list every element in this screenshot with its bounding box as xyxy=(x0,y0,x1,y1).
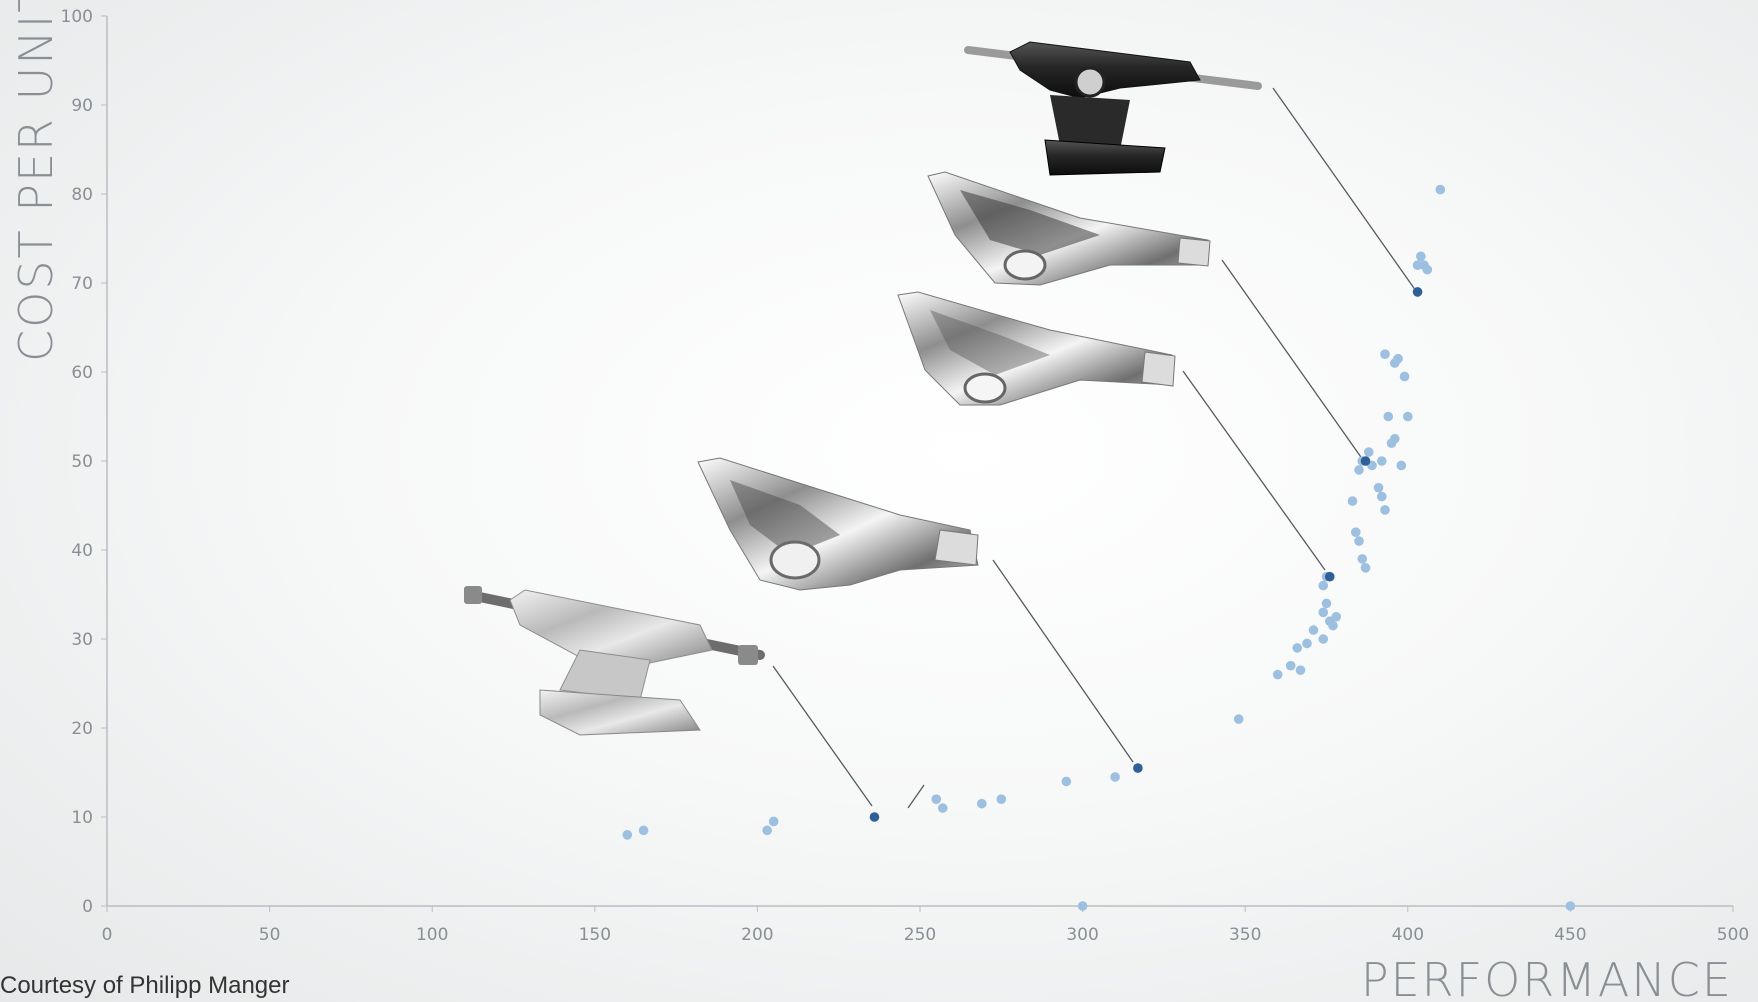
data-point xyxy=(1292,643,1303,653)
data-point xyxy=(1110,772,1120,782)
y-tick-label: 60 xyxy=(71,363,93,383)
x-tick-label: 50 xyxy=(259,925,281,945)
x-tick-label: 500 xyxy=(1717,925,1749,945)
data-point xyxy=(1061,776,1072,787)
x-tick-label: 300 xyxy=(1066,925,1098,945)
y-tick-label: 80 xyxy=(71,185,93,205)
data-point xyxy=(1363,447,1374,457)
x-tick-label: 400 xyxy=(1392,925,1424,945)
highlighted-data-point xyxy=(1133,763,1143,773)
data-point xyxy=(1403,411,1413,422)
product-images xyxy=(464,41,1262,736)
data-point xyxy=(1077,901,1088,911)
y-tick-label: 30 xyxy=(71,630,93,650)
data-point xyxy=(1376,456,1387,466)
x-ticks: 0 50 100 150 200 250 300 350 400 450 500 xyxy=(102,906,1749,945)
data-point xyxy=(1383,411,1394,422)
highlighted-data-point xyxy=(869,812,880,822)
highlighted-data-point xyxy=(1412,287,1423,297)
y-tick-label: 70 xyxy=(71,274,93,294)
data-point xyxy=(768,816,779,827)
data-point xyxy=(1285,660,1296,671)
image-credit: Courtesy of Philipp Manger xyxy=(0,972,290,999)
skateboard-truck-cast-image xyxy=(464,586,765,736)
data-point xyxy=(1347,496,1358,506)
data-point xyxy=(976,798,987,809)
y-tick-label: 100 xyxy=(61,7,93,27)
axes xyxy=(106,16,1733,907)
data-point xyxy=(937,803,948,813)
data-point xyxy=(1295,665,1306,675)
highlighted-data-point xyxy=(1360,456,1371,466)
data-point xyxy=(638,825,649,836)
y-tick-label: 50 xyxy=(71,452,93,472)
highlighted-data-point xyxy=(1324,571,1335,582)
axis-break-mark xyxy=(907,784,925,809)
skateboard-truck-black-image xyxy=(964,41,1262,176)
data-point xyxy=(1393,353,1403,364)
y-tick-label: 40 xyxy=(71,541,93,561)
x-tick-label: 450 xyxy=(1554,925,1586,945)
data-point xyxy=(622,830,633,840)
skateboard-truck-topology-image xyxy=(897,291,1176,406)
x-tick-label: 0 xyxy=(102,925,113,945)
x-tick-label: 200 xyxy=(741,925,773,945)
data-point xyxy=(1233,714,1244,724)
data-point xyxy=(1376,491,1387,502)
y-axis-title: COST PER UNIT xyxy=(9,0,63,362)
y-ticks: 0 10 20 30 40 50 60 70 80 90 100 xyxy=(61,7,107,917)
data-points xyxy=(622,184,1576,911)
data-point xyxy=(1565,901,1576,911)
y-tick-label: 90 xyxy=(71,96,93,116)
x-tick-label: 250 xyxy=(904,925,936,945)
data-point xyxy=(1318,607,1329,618)
data-point xyxy=(1389,433,1400,444)
x-tick-label: 150 xyxy=(579,925,611,945)
data-point xyxy=(1399,371,1410,382)
data-point xyxy=(1380,349,1390,360)
leader-line xyxy=(772,665,873,807)
data-point xyxy=(996,794,1007,804)
data-point xyxy=(1321,598,1332,609)
data-point xyxy=(1328,620,1338,631)
data-point xyxy=(1331,611,1342,622)
data-point xyxy=(762,825,772,836)
data-point xyxy=(1422,264,1433,275)
data-point xyxy=(1380,505,1390,515)
y-tick-label: 0 xyxy=(82,897,93,917)
leader-line xyxy=(1221,259,1364,461)
x-tick-label: 350 xyxy=(1229,925,1261,945)
data-point xyxy=(1272,669,1283,680)
data-point xyxy=(931,794,942,804)
data-point xyxy=(1373,482,1384,493)
data-point xyxy=(1416,251,1426,262)
x-tick-label: 100 xyxy=(416,925,448,945)
data-point xyxy=(1435,184,1446,195)
y-tick-label: 10 xyxy=(71,808,93,828)
skateboard-truck-lattice-image xyxy=(927,171,1211,286)
y-tick-label: 20 xyxy=(71,719,93,739)
data-point xyxy=(1350,527,1361,537)
skateboard-truck-generative-image xyxy=(697,457,979,591)
data-point xyxy=(1302,638,1312,649)
leader-line xyxy=(992,559,1134,763)
leader-line xyxy=(1182,370,1326,571)
data-point xyxy=(1318,580,1329,591)
data-point xyxy=(1354,465,1364,475)
leader-line xyxy=(1272,87,1417,292)
data-point xyxy=(1396,460,1407,471)
x-axis-title: PERFORMANCE xyxy=(1361,953,1733,1002)
data-point xyxy=(1318,634,1329,644)
data-point xyxy=(1360,563,1371,573)
data-point xyxy=(1354,536,1364,546)
leader-lines xyxy=(772,87,1417,809)
data-point xyxy=(1308,625,1319,635)
data-point xyxy=(1357,554,1368,564)
